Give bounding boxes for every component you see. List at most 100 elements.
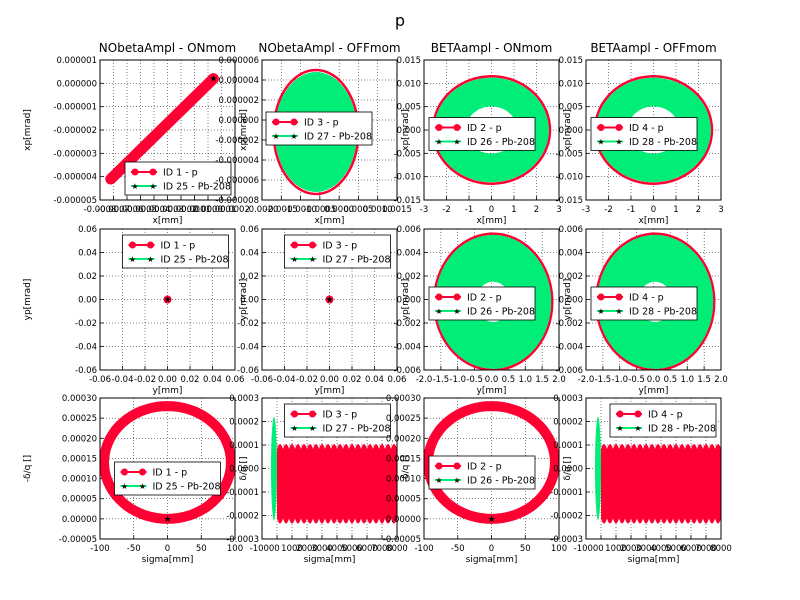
legend-marker [291,241,298,249]
legend-label: ID 4 - p [648,410,683,421]
y-axis-label: yp[mrad] [239,279,249,321]
x-tick-label: -0.02 [134,375,156,385]
x-tick-label: 1.5 [697,375,711,385]
y-tick-label: -0.002 [394,319,421,329]
series-pb208-area [595,416,601,521]
legend-label: ID 28 - Pb-208 [629,307,697,318]
legend-marker [615,293,623,301]
legend-marker [309,410,316,418]
y-tick-label: 0.000 [397,126,421,136]
x-tick-label: -0.0004 [138,205,171,215]
x-axis-label: y[mm] [639,386,669,396]
subplot-5: -0.06 -0.04 -0.02 0.00 0.02 0.04 0.06-0.06-0.0… [23,225,244,396]
legend: ID 1 - p ★ ★ ID 25 - Pb-208 [122,234,229,269]
y-tick-label: 0.02 [240,272,259,282]
x-axis-label: sigma[mm] [142,555,194,565]
x-tick-label: -50 [127,544,141,554]
y-tick-label: -0.005 [394,149,421,159]
y-tick-label: 0.0003 [553,394,583,404]
legend-label: ID 1 - p [161,241,196,252]
series-pb208-area [596,77,711,183]
plot-area [594,232,716,370]
x-tick-label: 100 [227,544,243,554]
x-tick-label: 0.0 [485,375,499,385]
series-pb208-point: ★ [487,515,495,525]
plot-area [271,416,397,524]
legend: ID 2 - p ★ ★ ID 26 - Pb-208 [428,286,536,321]
y-axis-label: -δ/q [] [401,455,411,482]
y-tick-label: 0.00 [240,296,259,306]
legend-marker: ★ [597,138,604,147]
y-tick-label: 0.0000 [229,465,259,475]
legend-marker: ★ [290,132,297,141]
y-tick-label: 0.000 [559,296,583,306]
legend-marker: ★ [435,307,442,316]
legend-marker: ★ [615,138,622,147]
legend-marker [616,410,624,418]
x-tick-label: 0.04 [365,375,384,385]
legend-label: ID 4 - p [629,123,664,134]
legend-marker [597,293,605,301]
x-tick-label: 1 [673,205,678,215]
y-tick-label: 0.010 [559,79,583,89]
legend-label: ID 27 - Pb-208 [323,424,391,435]
y-tick-label: -0.0003 [226,535,259,545]
legend: ID 4 - p ★ ★ ID 28 - Pb-208 [590,286,698,321]
legend-marker: ★ [435,138,442,147]
legend-marker [435,462,443,470]
x-tick-label: -0.0020 [246,205,279,215]
x-tick-label: -0.0005 [303,205,336,215]
y-tick-label: -0.002 [556,319,583,329]
x-tick-label: 0.02 [343,375,362,385]
legend-label: ID 28 - Pb-208 [648,424,716,435]
x-tick-label: -0.0010 [284,205,317,215]
subplot-3: -3 -2 -1 0 1 2 3 -0.015 -0.010 -0.005 0.000 0.005 0.… [394,41,562,226]
x-tick-label: 50 [520,544,531,554]
x-tick-label: -0.0015 [265,205,298,215]
legend-marker [597,124,605,131]
y-tick-label: -0.02 [75,319,97,329]
series-pb208-area [271,416,277,521]
plot-area: ★ [424,401,559,525]
x-tick-label: -1.5 [595,375,612,385]
y-tick-label: 0.00030 [386,394,421,404]
x-axis-label: x[mm] [315,216,345,226]
legend-label: ID 1 - p [163,168,198,179]
x-tick-label: -0.0006 [111,205,144,215]
y-tick-label: -0.000002 [53,126,97,136]
y-tick-label: 0.000000 [218,116,259,126]
y-axis-label: yp[mrad] [563,279,573,321]
series-pb208-point: ★ [163,296,171,306]
legend-marker [272,118,280,126]
x-tick-label: -2 [442,205,450,215]
y-axis-label: δ/q [] [563,456,573,480]
series-p-point [163,295,172,304]
legend-marker [290,118,298,126]
y-tick-label: -0.000006 [215,176,259,186]
x-tick-label: -0.0002 [165,205,198,215]
legend-label: ID 26 - Pb-208 [467,137,535,148]
y-tick-label: 0.0002 [229,418,259,428]
x-tick-label: -100 [90,544,109,554]
x-tick-label: 0 [274,544,279,554]
x-tick-label: 0.00 [320,375,339,385]
y-axis-label: yp[mrad] [23,279,33,321]
x-axis-label: y[mm] [477,386,507,396]
x-tick-label: 1.0 [680,375,694,385]
y-tick-label: 0.04 [240,249,259,259]
y-tick-label: 0.00 [78,296,97,306]
series-p-envelope [432,232,554,370]
x-tick-label: 0 [651,205,656,215]
x-axis-label: x[mm] [153,216,183,226]
x-tick-label: 0 [489,544,494,554]
x-tick-label: 0.0001 [207,205,237,215]
plot-area: ★ [163,295,172,306]
y-tick-label: -0.000001 [53,103,97,113]
axes-frame [585,397,722,540]
y-tick-label: 0.0002 [553,418,583,428]
y-axis-label: xp[mrad] [401,109,411,151]
y-tick-label: 0.0000 [553,465,583,475]
y-tick-label: 0.006 [397,225,421,235]
